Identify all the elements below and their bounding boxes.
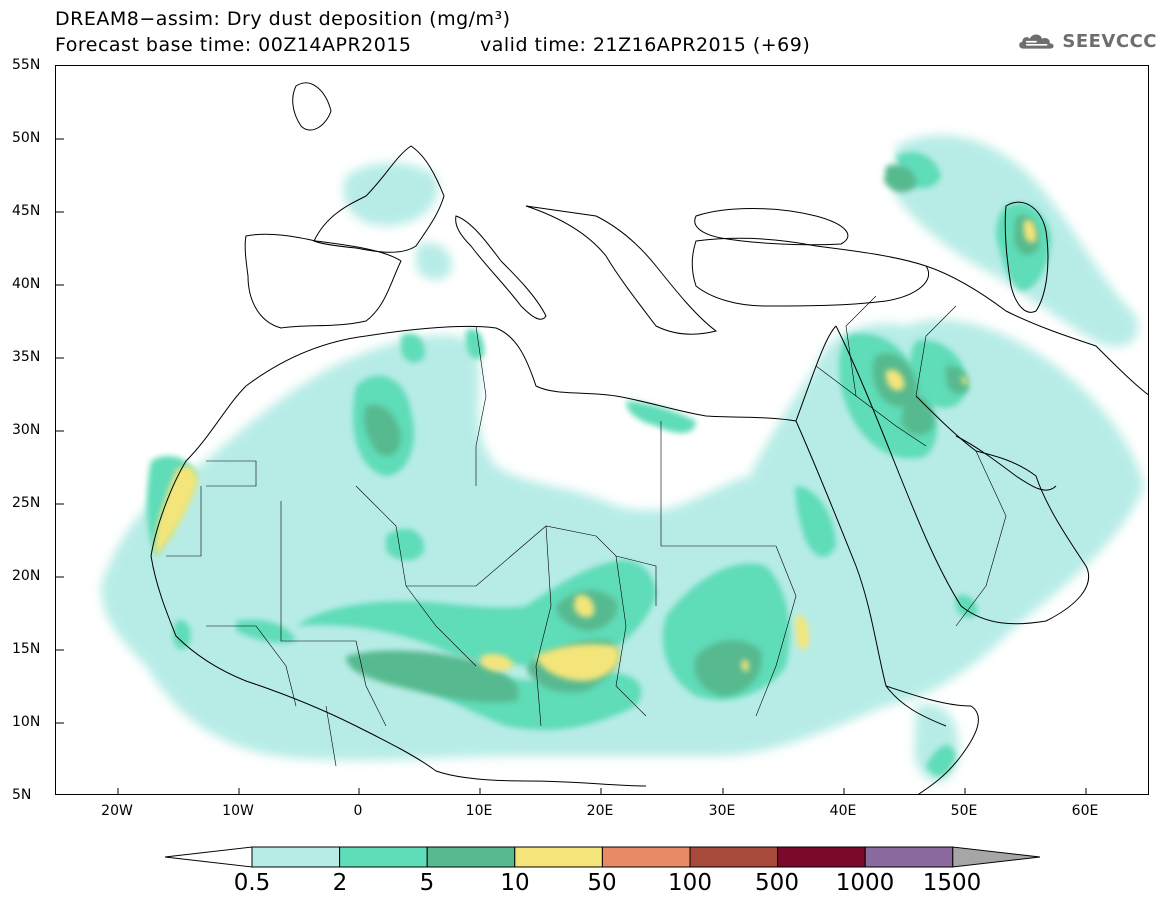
colorbar-below-range xyxy=(164,846,253,868)
lon-label-40e: 40E xyxy=(829,803,857,819)
forecast-base-time: Forecast base time: 00Z14APR2015 xyxy=(55,34,412,56)
colorbar-bin-5-10 xyxy=(426,846,516,868)
colorbar-label-1000: 1000 xyxy=(835,870,895,896)
lat-label-35n: 35N xyxy=(12,349,41,365)
chart-title: DREAM8−assim: Dry dust deposition (mg/m³… xyxy=(55,8,511,30)
lon-label-50e: 50E xyxy=(950,803,978,819)
lat-label-40n: 40N xyxy=(12,276,41,292)
colorbar-label-0p5: 0.5 xyxy=(233,870,271,896)
colorbar-bin-10-50 xyxy=(514,846,603,868)
lon-label-30e: 30E xyxy=(708,803,736,819)
colorbar-bin-0p5-2 xyxy=(251,846,341,868)
colorbar-label-1500: 1500 xyxy=(922,870,982,896)
lat-label-5n: 5N xyxy=(12,787,32,803)
colorbar-label-500: 500 xyxy=(755,870,799,896)
colorbar-label-5: 5 xyxy=(419,870,435,896)
colorbar-bin-1000-1500 xyxy=(864,846,954,868)
colorbar-above-range xyxy=(952,846,1041,868)
lat-label-20n: 20N xyxy=(12,568,41,584)
colorbar-bin-500-1000 xyxy=(777,846,866,868)
map-panel xyxy=(55,65,1149,795)
lon-label-60e: 60E xyxy=(1071,803,1099,819)
valid-time: valid time: 21Z16APR2015 (+69) xyxy=(480,34,811,56)
colorbar-bin-50-100 xyxy=(601,846,691,868)
coastlines xyxy=(150,82,1148,794)
lat-label-25n: 25N xyxy=(12,495,41,511)
logo-text: SEEVCCC xyxy=(1062,30,1157,52)
axis-ticks xyxy=(56,138,1087,794)
lat-label-30n: 30N xyxy=(12,422,41,438)
lon-label-20w: 20W xyxy=(101,803,133,819)
colorbar-bin-100-500 xyxy=(689,846,779,868)
cloud-logo-icon xyxy=(1019,34,1054,49)
lat-label-10n: 10N xyxy=(12,714,41,730)
colorbar-label-100: 100 xyxy=(668,870,712,896)
lon-label-10e: 10E xyxy=(465,803,493,819)
colorbar-bin-2-5 xyxy=(339,846,428,868)
colorbar-label-50: 50 xyxy=(587,870,617,896)
lat-label-50n: 50N xyxy=(12,130,41,146)
country-borders xyxy=(166,295,1007,767)
lat-label-55n: 55N xyxy=(12,57,41,73)
lat-label-15n: 15N xyxy=(12,641,41,657)
lon-label-0: 0 xyxy=(353,803,363,819)
lon-label-20e: 20E xyxy=(586,803,614,819)
lon-label-10w: 10W xyxy=(222,803,254,819)
lat-label-45n: 45N xyxy=(12,203,41,219)
dust-deposition-map xyxy=(56,82,1148,794)
colorbar-label-2: 2 xyxy=(332,870,348,896)
seevccc-logo: SEEVCCC xyxy=(1017,26,1157,56)
contour-level-10-50 xyxy=(154,219,1037,681)
colorbar xyxy=(164,846,1041,868)
colorbar-label-10: 10 xyxy=(500,870,530,896)
